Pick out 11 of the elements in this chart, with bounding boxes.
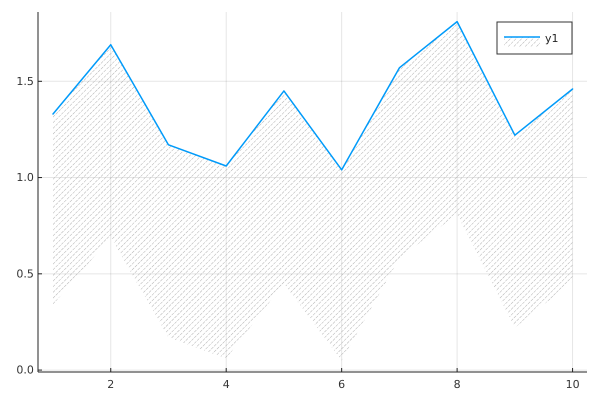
y-tick-label: 0.5 xyxy=(16,267,34,280)
x-tick-label: 10 xyxy=(566,378,580,392)
y-tick-label: 1.0 xyxy=(16,171,34,184)
x-tick-label: 2 xyxy=(107,378,114,392)
x-tick-label: 6 xyxy=(338,378,346,392)
line-series xyxy=(52,20,574,171)
legend-label: y1 xyxy=(545,32,559,45)
x-tick-label: 4 xyxy=(222,378,230,392)
y-tick-label: 0.0 xyxy=(16,364,34,377)
y-tick-label: 1.5 xyxy=(16,74,34,88)
x-tick-label: 8 xyxy=(454,378,461,392)
